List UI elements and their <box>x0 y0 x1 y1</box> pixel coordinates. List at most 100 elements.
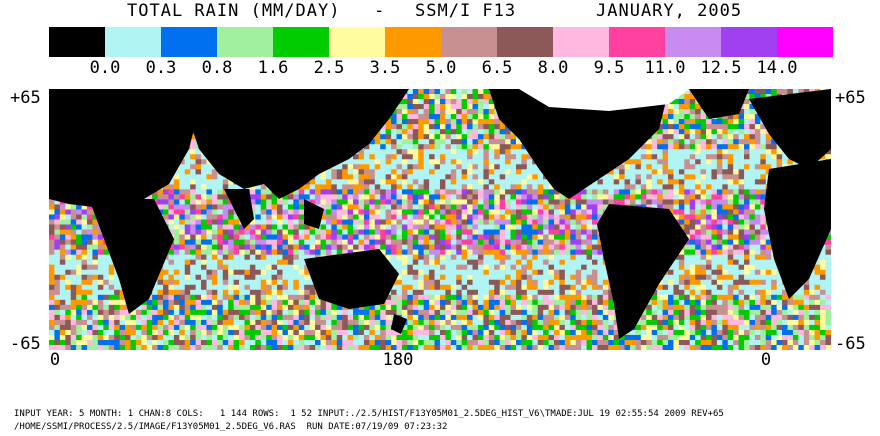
rain-cell <box>380 214 386 220</box>
rain-cell <box>635 169 642 175</box>
rain-cell <box>456 194 462 200</box>
rain-cell <box>624 174 631 180</box>
rain-cell <box>456 109 462 115</box>
rain-cell <box>754 254 761 260</box>
rain-cell <box>754 124 761 130</box>
rain-cell <box>700 254 707 260</box>
rain-cell <box>467 134 473 140</box>
rain-cell <box>81 229 88 235</box>
rain-cell <box>467 204 473 210</box>
rain-cell <box>97 254 104 260</box>
rain-cell <box>559 229 566 235</box>
rain-cell <box>510 249 517 255</box>
rain-cell <box>624 189 631 195</box>
rain-cell <box>695 189 701 195</box>
rain-cell <box>673 134 680 140</box>
rain-cell <box>342 174 348 180</box>
rain-cell <box>494 244 500 250</box>
rain-cell <box>461 144 468 150</box>
rain-cell <box>483 109 490 115</box>
rain-cell <box>543 254 549 260</box>
rain-cell <box>320 244 327 250</box>
rain-cell <box>92 234 99 240</box>
rain-cell <box>271 229 278 235</box>
rain-cell <box>369 149 376 155</box>
rain-cell <box>744 184 750 190</box>
rain-cell <box>738 144 745 150</box>
rain-cell <box>429 219 435 225</box>
rain-cell <box>494 124 500 130</box>
rain-cell <box>49 239 55 245</box>
rain-cell <box>689 94 696 100</box>
rain-cell <box>412 194 419 200</box>
rain-cell <box>483 114 490 120</box>
rain-cell <box>678 124 685 130</box>
rain-cell <box>684 229 691 235</box>
rain-cell <box>684 134 691 140</box>
rain-cell <box>581 249 587 255</box>
rain-cell <box>526 154 533 160</box>
rain-cell <box>461 199 468 205</box>
rain-cell <box>396 229 403 235</box>
rain-cell <box>450 189 457 195</box>
rain-cell <box>738 234 745 240</box>
rain-cell <box>190 189 196 195</box>
rain-cell <box>727 254 734 260</box>
rain-cell <box>168 254 175 260</box>
rain-cell <box>575 199 582 205</box>
rain-cell <box>222 219 229 225</box>
rain-cell <box>505 189 511 195</box>
rain-cell <box>575 239 582 245</box>
rain-cell <box>184 229 191 235</box>
rain-cell <box>423 144 430 150</box>
rain-cell <box>706 154 712 160</box>
rain-cell <box>353 154 359 160</box>
rain-cell <box>396 179 403 185</box>
rain-cell <box>700 174 707 180</box>
rain-cell <box>271 194 278 200</box>
rain-cell <box>532 239 538 245</box>
rain-cell <box>87 244 93 250</box>
rain-cell <box>635 189 642 195</box>
rain-cell <box>592 209 598 215</box>
rain-cell <box>706 189 712 195</box>
rain-cell <box>695 169 701 175</box>
rain-cell <box>673 169 680 175</box>
rain-cell <box>369 184 376 190</box>
rain-cell <box>173 239 180 245</box>
rain-cell <box>358 244 365 250</box>
rain-cell <box>293 229 300 235</box>
title-sensor: SSM/I F13 <box>415 1 517 21</box>
rain-cell <box>418 239 424 245</box>
rain-cell <box>233 244 240 250</box>
rain-cell <box>602 179 609 185</box>
rain-cell <box>65 239 72 245</box>
rain-cell <box>820 154 826 160</box>
rain-cell <box>515 184 522 190</box>
rain-cell <box>309 234 316 240</box>
rain-cell <box>673 149 680 155</box>
rain-cell <box>190 169 196 175</box>
rain-cell <box>380 199 386 205</box>
rain-cell <box>711 149 718 155</box>
rain-cell <box>184 204 191 210</box>
rain-cell <box>190 259 196 265</box>
rain-cell <box>380 134 386 140</box>
rain-cell <box>434 194 441 200</box>
rain-cell <box>678 184 685 190</box>
rain-cell <box>613 179 620 185</box>
rain-cell <box>760 154 767 160</box>
rain-cell <box>515 204 522 210</box>
rain-cell <box>391 134 397 140</box>
rain-cell <box>510 159 517 165</box>
rain-cell <box>461 189 468 195</box>
rain-cell <box>163 189 169 195</box>
rain-cell <box>662 199 669 205</box>
rain-cell <box>201 204 207 210</box>
rain-cell <box>244 239 251 245</box>
rain-cell <box>706 119 712 125</box>
rain-cell <box>92 239 99 245</box>
rain-cell <box>575 204 582 210</box>
rain-cell <box>695 214 701 220</box>
rain-cell <box>336 174 343 180</box>
